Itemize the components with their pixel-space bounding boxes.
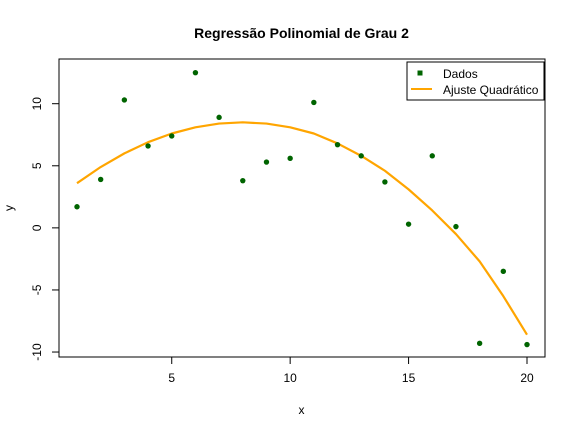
data-point — [382, 179, 388, 185]
legend-box — [406, 61, 545, 101]
legend-label-dados: Dados — [443, 67, 478, 81]
y-tick-label: 0 — [30, 224, 44, 231]
x-axis: 5 10 15 20 — [168, 356, 534, 385]
data-point — [524, 341, 530, 348]
data-point — [240, 177, 246, 184]
legend-label-ajuste: Ajuste Quadrático — [443, 83, 539, 97]
data-point — [429, 153, 435, 159]
data-point — [169, 133, 175, 139]
y-tick-label: 5 — [30, 162, 44, 169]
data-points — [74, 69, 530, 348]
plot-frame — [58, 58, 546, 358]
data-point — [287, 155, 293, 162]
legend-point-symbol — [417, 70, 423, 76]
y-axis-label: y — [2, 205, 16, 211]
x-tick-label: 10 — [283, 371, 297, 385]
x-tick-label: 5 — [168, 371, 175, 385]
y-tick-label: 10 — [30, 97, 44, 111]
data-point — [74, 204, 80, 210]
x-axis-label: x — [299, 403, 305, 417]
data-point — [334, 141, 341, 148]
data-point — [500, 268, 507, 275]
chart-title: Regressão Polinomial de Grau 2 — [194, 25, 409, 41]
y-axis: -10 -5 0 5 10 — [30, 97, 60, 361]
data-point — [145, 143, 151, 149]
y-tick-label: -10 — [30, 343, 44, 361]
y-tick-label: -5 — [30, 284, 44, 295]
data-point — [263, 159, 270, 165]
data-point — [97, 176, 104, 183]
data-point — [121, 97, 128, 103]
data-point — [311, 99, 317, 106]
legend: Dados Ajuste Quadrático — [406, 61, 545, 101]
data-point — [453, 223, 459, 230]
fit-line-group — [76, 121, 528, 336]
data-point — [358, 153, 364, 159]
data-point — [216, 114, 222, 121]
x-tick-label: 20 — [520, 371, 534, 385]
fit-line — [76, 121, 528, 336]
x-tick-label: 15 — [402, 371, 416, 385]
data-point — [405, 221, 412, 227]
data-point — [476, 340, 483, 347]
data-point — [192, 69, 199, 76]
